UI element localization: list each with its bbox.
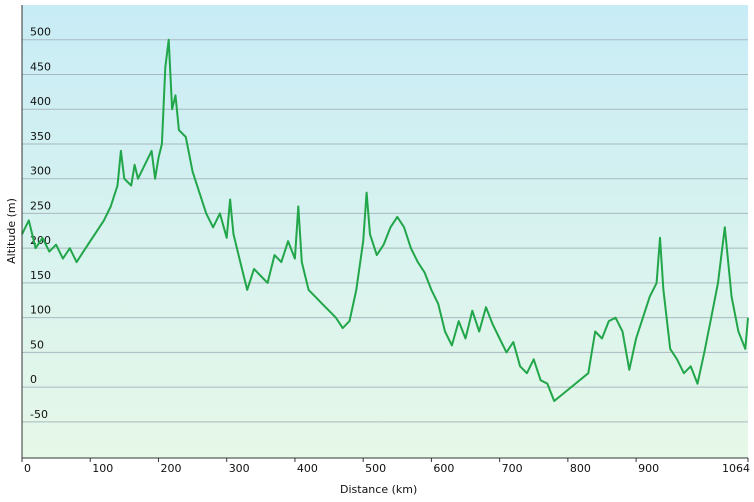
- y-tick-label: 450: [30, 60, 51, 73]
- x-tick-label: 600: [433, 462, 454, 475]
- y-tick-label: 250: [30, 199, 51, 212]
- x-tick-label: 700: [502, 462, 523, 475]
- y-tick-label: -50: [30, 408, 48, 421]
- y-tick-label: 50: [30, 338, 44, 351]
- x-tick-label: 0: [24, 462, 31, 475]
- plot-area: [22, 5, 748, 458]
- x-tick-label: 900: [638, 462, 659, 475]
- y-tick-label: 100: [30, 304, 51, 317]
- y-tick-label: 500: [30, 26, 51, 39]
- y-axis-title: Altitude (m): [5, 198, 18, 264]
- x-axis-title: Distance (km): [340, 483, 417, 496]
- x-tick-label: 100: [92, 462, 113, 475]
- y-tick-label: 150: [30, 269, 51, 282]
- x-tick-label: 400: [297, 462, 318, 475]
- y-tick-label: 350: [30, 130, 51, 143]
- y-tick-label: 300: [30, 165, 51, 178]
- x-tick-label: 300: [229, 462, 250, 475]
- y-tick-label: 400: [30, 95, 51, 108]
- elevation-line: [21, 38, 749, 402]
- y-tick-label: 0: [30, 373, 37, 386]
- x-tick-label: 200: [160, 462, 181, 475]
- x-tick-label: 800: [570, 462, 591, 475]
- x-tick-label: 1064: [722, 462, 750, 475]
- x-tick-label: 500: [365, 462, 386, 475]
